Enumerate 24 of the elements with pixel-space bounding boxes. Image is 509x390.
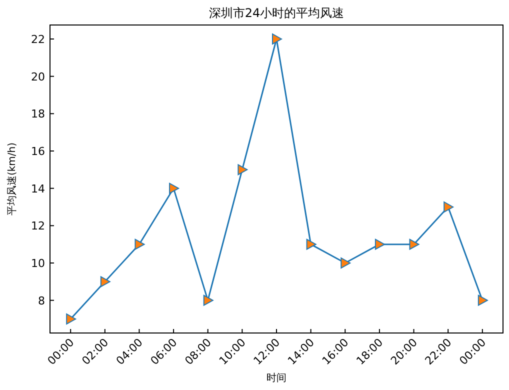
- point: [134, 238, 145, 250]
- y-tick-label: 12: [31, 220, 45, 233]
- y-tick-label: 20: [31, 70, 45, 84]
- y-tick-label: 16: [31, 145, 45, 158]
- y-tick-label: 8: [38, 294, 45, 308]
- point: [340, 258, 351, 268]
- point: [478, 294, 488, 306]
- point: [306, 238, 316, 250]
- x-axis-title: 时间: [266, 372, 286, 384]
- y-tick-label: 14: [31, 182, 45, 196]
- point: [203, 294, 214, 306]
- point: [100, 276, 110, 288]
- point: [409, 238, 420, 250]
- y-tick-label: 10: [31, 257, 45, 270]
- y-axis-title: 平均风速(km/h): [6, 142, 18, 216]
- point: [272, 34, 282, 44]
- point: [238, 164, 248, 176]
- y-tick-label: 18: [31, 108, 45, 121]
- point: [374, 238, 385, 250]
- point: [66, 314, 76, 324]
- point: [169, 182, 180, 194]
- chart-title: 深圳市24小时的平均风速: [208, 6, 344, 20]
- y-tick-label: 22: [31, 33, 45, 46]
- point: [444, 202, 454, 212]
